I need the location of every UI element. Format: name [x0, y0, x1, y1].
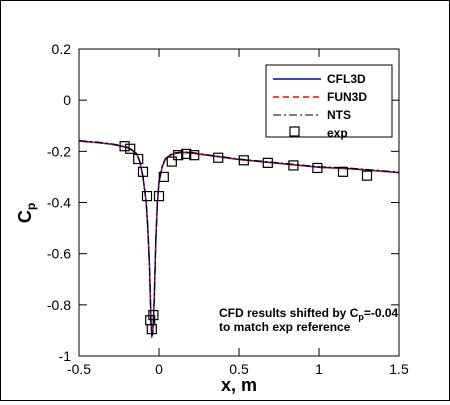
y-tick-label: 0	[63, 92, 71, 108]
y-tick-label: -0.6	[47, 246, 71, 262]
x-tick-label: 1	[315, 361, 323, 377]
legend-label-fun3d: FUN3D	[327, 90, 367, 104]
exp-data-point	[137, 166, 149, 177]
exp-data-point	[148, 309, 159, 321]
exp-data-point	[312, 162, 323, 174]
legend-label-nts: NTS	[327, 108, 351, 122]
series-nts-line	[78, 139, 400, 337]
x-tick-label: 0	[155, 361, 163, 377]
exp-data-point	[133, 153, 144, 165]
y-axis-label-main: C	[15, 210, 35, 223]
series-layer	[78, 139, 400, 339]
exp-data-point	[189, 150, 200, 161]
x-tick-label: -0.5	[67, 361, 91, 377]
exp-data-point	[153, 191, 165, 202]
exp-data-point	[125, 143, 136, 154]
y-axis-label: Cp	[15, 203, 38, 223]
exp-data-point	[262, 157, 273, 168]
x-tick-label: 1.5	[389, 361, 409, 377]
tick-marks	[78, 48, 400, 357]
x-tick-label: 0.5	[229, 361, 249, 377]
y-axis-label-subscript: p	[24, 203, 38, 210]
legend: CFL3D FUN3D NTS exp	[265, 64, 393, 140]
exp-data-point	[213, 152, 224, 163]
exp-data-point	[361, 170, 373, 181]
exp-data-point	[141, 191, 153, 202]
exp-data-point	[181, 148, 192, 159]
legend-swatch-exp	[289, 126, 300, 137]
legend-box	[265, 64, 393, 138]
exp-data-point	[166, 156, 177, 167]
exp-data-point	[146, 324, 157, 335]
tick-labels: -0.5 0 0.5 1 1.5 0.2 0 -0.2 -0.4 -0.6 -0.8 -1	[47, 41, 409, 377]
y-tick-label: -0.2	[47, 143, 71, 159]
y-tick-label: -1	[59, 348, 72, 364]
exp-data-point	[288, 160, 299, 171]
series-exp-markers	[119, 141, 373, 335]
legend-label-cfl3d: CFL3D	[327, 72, 366, 86]
annotation-line-2: to match exp reference	[219, 320, 351, 334]
y-tick-label: 0.2	[52, 41, 72, 57]
exp-data-point	[119, 141, 130, 152]
exp-data-point	[238, 155, 249, 166]
annotation-line-1: CFD results shifted by Cp=-0.04	[219, 306, 399, 322]
annotation-text-value: =-0.04	[364, 306, 399, 320]
y-tick-label: -0.8	[47, 297, 71, 313]
exp-data-point	[173, 150, 184, 161]
annotation-subscript: p	[358, 312, 364, 322]
annotation-text-main: CFD results shifted by C	[219, 306, 359, 320]
exp-data-point	[158, 171, 169, 183]
legend-label-exp: exp	[327, 126, 348, 140]
x-axis-label: x, m	[221, 375, 257, 395]
y-tick-label: -0.4	[47, 195, 71, 211]
exp-data-point	[337, 166, 349, 177]
